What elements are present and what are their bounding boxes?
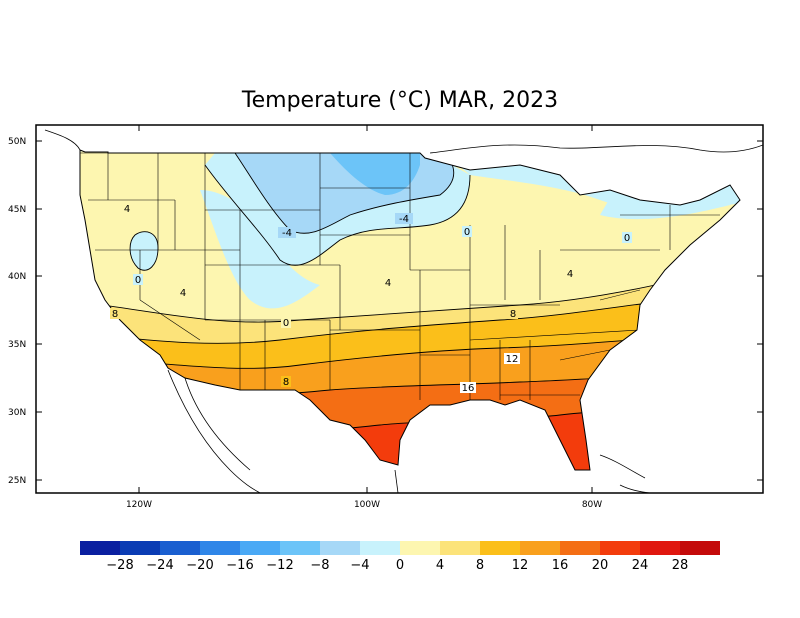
contour-label: 0 [135, 275, 141, 286]
contour-label: 4 [124, 204, 130, 215]
contour-label: 8 [283, 377, 289, 388]
map-title: Temperature (°C) MAR, 2023 [241, 88, 559, 113]
us-outline [79, 149, 741, 471]
colorbar-swatch [320, 541, 360, 555]
neighbor-coastlines [44, 129, 764, 494]
lat-axis: 50N 45N 40N 35N 30N 25N [8, 137, 763, 486]
lon-tick-label: 80W [582, 500, 602, 510]
contour-label: 4 [180, 288, 186, 299]
colorbar: −28 −24 −20 −16 −12 −8 −4 0 4 8 12 16 20 24 28 [80, 541, 720, 573]
lat-tick-label: 35N [8, 340, 26, 350]
colorbar-swatch [360, 541, 400, 555]
colorbar-swatch [120, 541, 160, 555]
colorbar-label: 16 [552, 558, 569, 573]
lat-tick-label: 45N [8, 205, 26, 215]
colorbar-swatch [200, 541, 240, 555]
contour-label: 4 [567, 269, 573, 280]
colorbar-swatch [480, 541, 520, 555]
colorbar-swatch [440, 541, 480, 555]
colorbar-label: 0 [396, 558, 404, 573]
contour-label: 0 [624, 233, 630, 244]
colorbar-label: 8 [476, 558, 484, 573]
colorbar-label: −20 [186, 558, 213, 573]
colorbar-label: 24 [632, 558, 649, 573]
contour-label: 8 [112, 309, 118, 320]
contour-label: 0 [283, 318, 289, 329]
colorbar-swatch [280, 541, 320, 555]
colorbar-label: −24 [146, 558, 173, 573]
colorbar-label: −4 [350, 558, 369, 573]
contour-label: -4 [399, 214, 409, 225]
lon-tick-label: 120W [126, 500, 152, 510]
lon-tick-label: 100W [354, 500, 380, 510]
contour-label: 4 [385, 278, 391, 289]
contour-label: 16 [462, 383, 475, 394]
lon-axis: 120W 100W 80W [126, 125, 602, 510]
colorbar-swatch [600, 541, 640, 555]
contour-label: 0 [464, 227, 470, 238]
colorbar-swatch [520, 541, 560, 555]
colorbar-label: 28 [672, 558, 689, 573]
lat-tick-label: 50N [8, 137, 26, 147]
colorbar-label: 20 [592, 558, 609, 573]
contour-label: 12 [506, 354, 519, 365]
colorbar-label: 4 [436, 558, 444, 573]
contour-labels: 4 -4 -4 0 0 0 4 4 4 8 8 8 12 16 0 [110, 203, 632, 394]
colorbar-swatch [240, 541, 280, 555]
colorbar-swatch [400, 541, 440, 555]
lat-tick-label: 30N [8, 408, 26, 418]
colorbar-swatch [160, 541, 200, 555]
colorbar-label: 12 [512, 558, 529, 573]
colorbar-label: −8 [310, 558, 329, 573]
contour-label: 8 [510, 309, 516, 320]
colorbar-label: −16 [226, 558, 253, 573]
colorbar-label: −12 [266, 558, 293, 573]
lat-tick-label: 25N [8, 476, 26, 486]
colorbar-swatch [560, 541, 600, 555]
contour-label: -4 [282, 228, 292, 239]
lat-tick-label: 40N [8, 272, 26, 282]
colorbar-label: −28 [106, 558, 133, 573]
colorbar-swatch [680, 541, 720, 555]
colorbar-swatch [640, 541, 680, 555]
colorbar-swatch [80, 541, 120, 555]
